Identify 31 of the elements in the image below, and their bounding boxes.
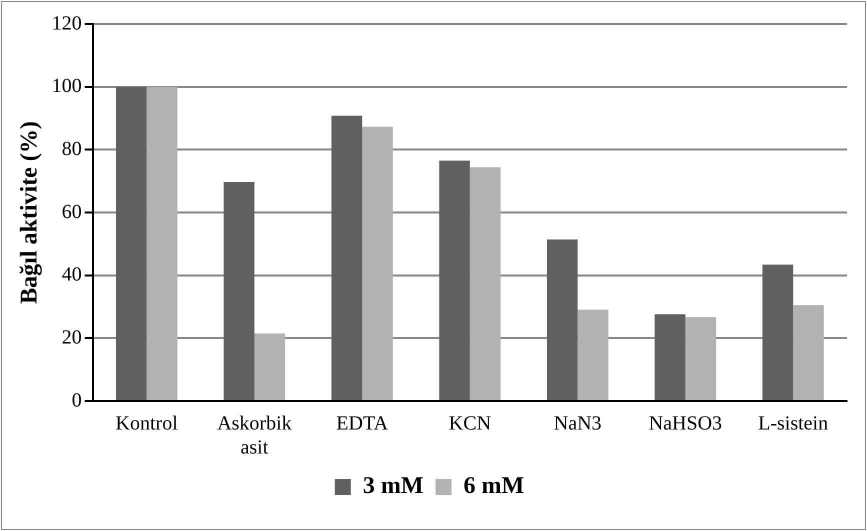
bar — [116, 86, 147, 400]
x-tick-label: Kontrol — [116, 412, 178, 434]
y-tick-label: 0 — [72, 389, 82, 412]
y-tick-label: 60 — [62, 200, 82, 223]
legend-label: 3 mM — [362, 473, 424, 500]
x-tick-label: KCN — [448, 412, 492, 434]
y-tick-label: 20 — [62, 326, 82, 348]
x-tick-label: L-sistein — [758, 412, 828, 434]
x-tick-label: NaN3 — [554, 412, 602, 434]
y-tick-label: 40 — [62, 264, 82, 286]
bar — [546, 240, 578, 400]
bar — [146, 86, 178, 400]
bar — [331, 116, 362, 400]
x-tick-label: EDTA — [336, 412, 389, 434]
bar — [654, 314, 686, 400]
bar — [762, 264, 794, 400]
bar — [224, 182, 254, 400]
bar — [578, 310, 608, 400]
bar — [362, 126, 393, 400]
y-axis-title: Bağıl aktivite (%) — [16, 121, 43, 304]
y-tick-label: 100 — [52, 75, 82, 98]
bar — [685, 317, 716, 400]
bar — [793, 305, 824, 400]
legend-label: 6 mM — [464, 473, 524, 500]
x-tick-label: NaHSO3 — [648, 412, 722, 434]
x-tick-label: Askorbik asit — [217, 412, 292, 458]
y-tick-label: 80 — [62, 138, 82, 160]
bar — [254, 333, 286, 400]
bar — [470, 167, 501, 400]
bar — [439, 160, 470, 400]
y-tick-label: 120 — [52, 12, 82, 34]
